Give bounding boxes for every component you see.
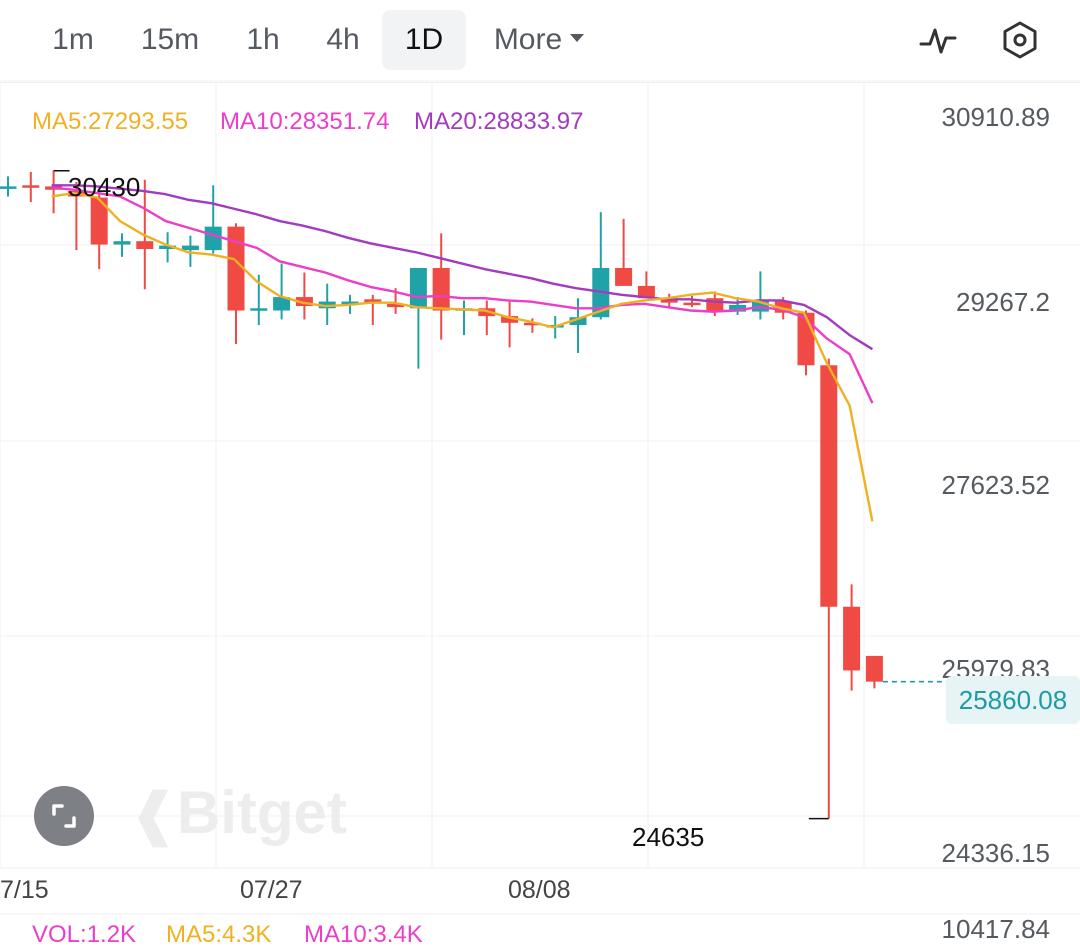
candle-body: [432, 268, 450, 311]
ma20-label: MA20:28833.97: [414, 108, 584, 135]
candle-body: [774, 301, 792, 313]
candles-layer: [0, 170, 883, 819]
current-price-tag: 25860.08: [946, 676, 1080, 724]
price-axis-label: 29267.2: [956, 287, 1050, 317]
more-dropdown[interactable]: More: [480, 10, 598, 70]
ma-lines-layer: [51, 184, 874, 522]
price-axis-label: 30910.89: [941, 102, 1050, 132]
high-price-label: 30430: [68, 172, 141, 202]
candle-body: [523, 322, 541, 326]
candle-body: [295, 297, 313, 307]
fullscreen-icon: [52, 804, 76, 828]
low-price-label: 24635: [632, 822, 705, 852]
volume-label: VOL:1.2K: [32, 921, 137, 948]
bitget-watermark: ❰Bitget: [130, 779, 347, 846]
ma20-line: [51, 184, 874, 351]
more-label: More: [493, 23, 563, 56]
candle-body: [227, 226, 245, 311]
candle-body: [683, 302, 701, 306]
price-axis-label: 24336.15: [941, 838, 1050, 868]
candle-body: [409, 268, 427, 309]
candle-body: [364, 299, 382, 303]
candle-body: [865, 655, 883, 682]
timeframe-toolbar: 1m 15m 1h 4h 1D More: [0, 0, 1080, 83]
candle-body: [820, 365, 838, 607]
date-axis-label: 7/15: [0, 876, 49, 904]
tab-1m[interactable]: 1m: [52, 23, 94, 56]
candle-body: [0, 186, 17, 189]
price-axis-label: 27623.52: [941, 470, 1050, 500]
tab-15m[interactable]: 15m: [140, 23, 200, 56]
hexagon-settings-icon[interactable]: [1000, 20, 1040, 60]
candle-body: [90, 197, 108, 245]
candle-body: [113, 241, 131, 245]
candle-body: [501, 316, 519, 323]
candle-body: [136, 241, 154, 250]
pulse-line-icon[interactable]: [918, 20, 958, 60]
candle-body: [637, 285, 655, 299]
overlay-layer: [53, 170, 946, 820]
date-axis-label: 08/08: [508, 876, 571, 904]
fullscreen-button[interactable]: [34, 786, 94, 846]
candle-body: [22, 185, 40, 188]
caret-down-icon: [570, 34, 585, 43]
tab-1d[interactable]: 1D: [382, 10, 466, 70]
candle-body: [843, 606, 861, 671]
candle-body: [387, 303, 405, 308]
tab-4h[interactable]: 4h: [326, 23, 360, 56]
candle-body: [569, 317, 587, 326]
ma10-line: [51, 186, 874, 404]
candle-body: [204, 226, 222, 251]
tab-1h[interactable]: 1h: [246, 23, 280, 56]
volume-ma5-label: MA5:4.3K: [166, 921, 272, 948]
candle-body: [181, 245, 199, 251]
date-axis-label: 07/27: [240, 876, 303, 904]
candle-body: [341, 301, 359, 305]
candle-body: [729, 304, 747, 312]
candle-body: [273, 297, 291, 311]
candle-body: [159, 245, 177, 250]
ma10-label: MA10:28351.74: [220, 108, 390, 135]
ma5-line: [51, 191, 874, 522]
ma5-label: MA5:27293.55: [32, 108, 189, 135]
volume-ma10-label: MA10:3.4K: [304, 921, 423, 948]
volume-axis-label: 10417.84: [941, 914, 1050, 944]
candle-body: [250, 308, 268, 311]
candle-body: [615, 268, 633, 286]
